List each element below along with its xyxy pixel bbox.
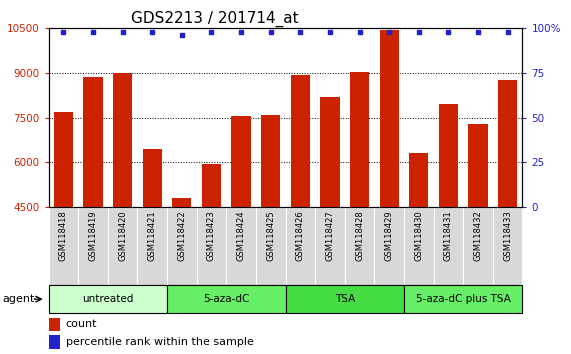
Point xyxy=(266,29,275,35)
Bar xyxy=(172,198,191,341)
Bar xyxy=(261,115,280,341)
Bar xyxy=(108,207,138,285)
Bar xyxy=(113,73,132,341)
Point xyxy=(473,29,482,35)
Point xyxy=(236,29,246,35)
Bar xyxy=(226,207,256,285)
Point xyxy=(355,29,364,35)
Text: GSM118430: GSM118430 xyxy=(415,210,423,261)
Bar xyxy=(143,149,162,341)
Bar xyxy=(320,97,340,341)
Bar xyxy=(345,207,375,285)
Bar xyxy=(167,207,196,285)
Bar xyxy=(138,207,167,285)
Point xyxy=(385,29,394,35)
Bar xyxy=(404,207,433,285)
Bar xyxy=(78,207,108,285)
Text: GSM118429: GSM118429 xyxy=(385,210,393,261)
Point xyxy=(207,29,216,35)
Text: agent: agent xyxy=(3,294,35,304)
Bar xyxy=(49,207,78,285)
Bar xyxy=(350,72,369,341)
Text: GSM118421: GSM118421 xyxy=(148,210,156,261)
Point xyxy=(414,29,423,35)
Bar xyxy=(315,207,345,285)
Text: GSM118425: GSM118425 xyxy=(266,210,275,261)
Text: GSM118433: GSM118433 xyxy=(503,210,512,261)
Text: GSM118427: GSM118427 xyxy=(325,210,335,261)
Text: percentile rank within the sample: percentile rank within the sample xyxy=(66,337,254,347)
Bar xyxy=(54,112,73,341)
Point xyxy=(503,29,512,35)
Text: GDS2213 / 201714_at: GDS2213 / 201714_at xyxy=(131,11,298,27)
Bar xyxy=(463,207,493,285)
Bar xyxy=(468,124,488,341)
Bar xyxy=(439,104,458,341)
Text: GSM118418: GSM118418 xyxy=(59,210,68,261)
Text: 5-aza-dC: 5-aza-dC xyxy=(203,294,250,304)
Text: GSM118420: GSM118420 xyxy=(118,210,127,261)
Text: 5-aza-dC plus TSA: 5-aza-dC plus TSA xyxy=(416,294,510,304)
Bar xyxy=(83,78,103,341)
Bar xyxy=(498,80,517,341)
Text: GSM118431: GSM118431 xyxy=(444,210,453,261)
Text: GSM118422: GSM118422 xyxy=(178,210,186,261)
Bar xyxy=(291,74,310,341)
Bar xyxy=(286,207,315,285)
Bar xyxy=(256,207,286,285)
Point xyxy=(89,29,98,35)
Text: GSM118419: GSM118419 xyxy=(89,210,98,261)
Point xyxy=(118,29,127,35)
Text: GSM118423: GSM118423 xyxy=(207,210,216,261)
Bar xyxy=(286,285,404,313)
Point xyxy=(59,29,68,35)
Bar xyxy=(49,335,60,349)
Bar xyxy=(375,207,404,285)
Bar xyxy=(49,285,167,313)
Bar xyxy=(404,285,522,313)
Bar xyxy=(231,116,251,341)
Point xyxy=(177,33,186,38)
Bar xyxy=(202,164,221,341)
Text: TSA: TSA xyxy=(335,294,355,304)
Point xyxy=(296,29,305,35)
Bar xyxy=(167,285,286,313)
Point xyxy=(325,29,335,35)
Text: GSM118424: GSM118424 xyxy=(236,210,246,261)
Text: GSM118428: GSM118428 xyxy=(355,210,364,261)
Bar xyxy=(380,30,399,341)
Bar xyxy=(49,318,60,331)
Bar xyxy=(493,207,522,285)
Bar xyxy=(433,207,463,285)
Text: GSM118426: GSM118426 xyxy=(296,210,305,261)
Point xyxy=(148,29,157,35)
Text: GSM118432: GSM118432 xyxy=(473,210,482,261)
Point xyxy=(444,29,453,35)
Text: count: count xyxy=(66,319,97,329)
Text: untreated: untreated xyxy=(82,294,134,304)
Bar xyxy=(409,154,428,341)
Bar xyxy=(196,207,226,285)
